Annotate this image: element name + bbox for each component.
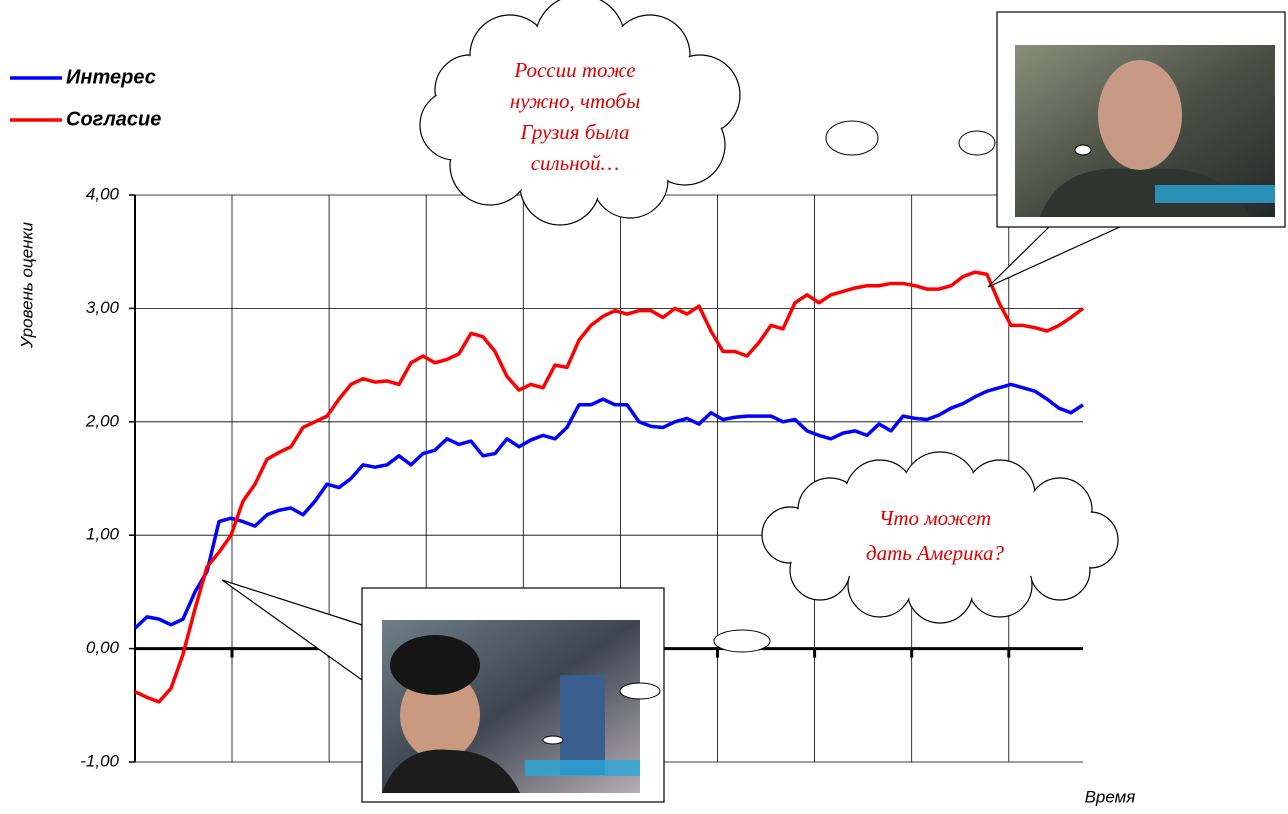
- callout-pointer: [221, 579, 363, 682]
- callouts: России тоже нужно, чтобы Грузия была сильно…: [221, 0, 1286, 803]
- y-axis-label: Уровень оценки: [17, 221, 36, 349]
- bubble: [825, 120, 879, 156]
- bubble: [958, 130, 996, 156]
- annotation: нужно, чтобы: [510, 89, 640, 113]
- series-line: [133, 382, 1084, 630]
- bubble: [542, 735, 564, 745]
- legend-label: Интерес: [66, 66, 156, 88]
- annotation: России тоже: [513, 58, 635, 82]
- series-line: [134, 270, 1085, 704]
- photo-body: [1040, 168, 1250, 217]
- y-tick-label: 2,00: [85, 411, 120, 430]
- y-tick-label: 1,00: [86, 525, 120, 544]
- annotation: Что может: [879, 506, 991, 530]
- annotation: сильной…: [531, 151, 620, 175]
- callout-pointer: [987, 225, 1123, 288]
- x-axis-label: Время: [1085, 787, 1136, 806]
- legend-label: Согласие: [66, 108, 161, 130]
- cloud-fill: [790, 495, 1090, 585]
- cloud-fill: [453, 27, 703, 197]
- bubble: [619, 682, 661, 700]
- thought-cloud: России тоже нужно, чтобы Грузия была сильно…: [419, 0, 741, 226]
- photo-person: [560, 675, 605, 775]
- lines: [133, 270, 1085, 704]
- y-tick-label: 0,00: [86, 638, 120, 657]
- y-tick-label: -1,00: [80, 751, 119, 770]
- photo-hat: [390, 635, 480, 695]
- annotation: Грузия была: [519, 120, 629, 144]
- y-tick-label: 4,00: [86, 184, 120, 203]
- y-tick-label: 3,00: [86, 298, 120, 317]
- labels: Уровень оценки Время -1,00 0,00 1,00 2,00 3,…: [10, 66, 1135, 806]
- annotation: дать Америка?: [866, 541, 1004, 565]
- bubble: [1074, 144, 1092, 156]
- thought-cloud: Что может дать Америка?: [761, 451, 1119, 624]
- photo-banner: [525, 760, 640, 776]
- photo-body: [382, 749, 520, 793]
- bubble: [713, 629, 771, 653]
- photo-face: [1098, 60, 1182, 170]
- photo-banner: [1155, 185, 1275, 203]
